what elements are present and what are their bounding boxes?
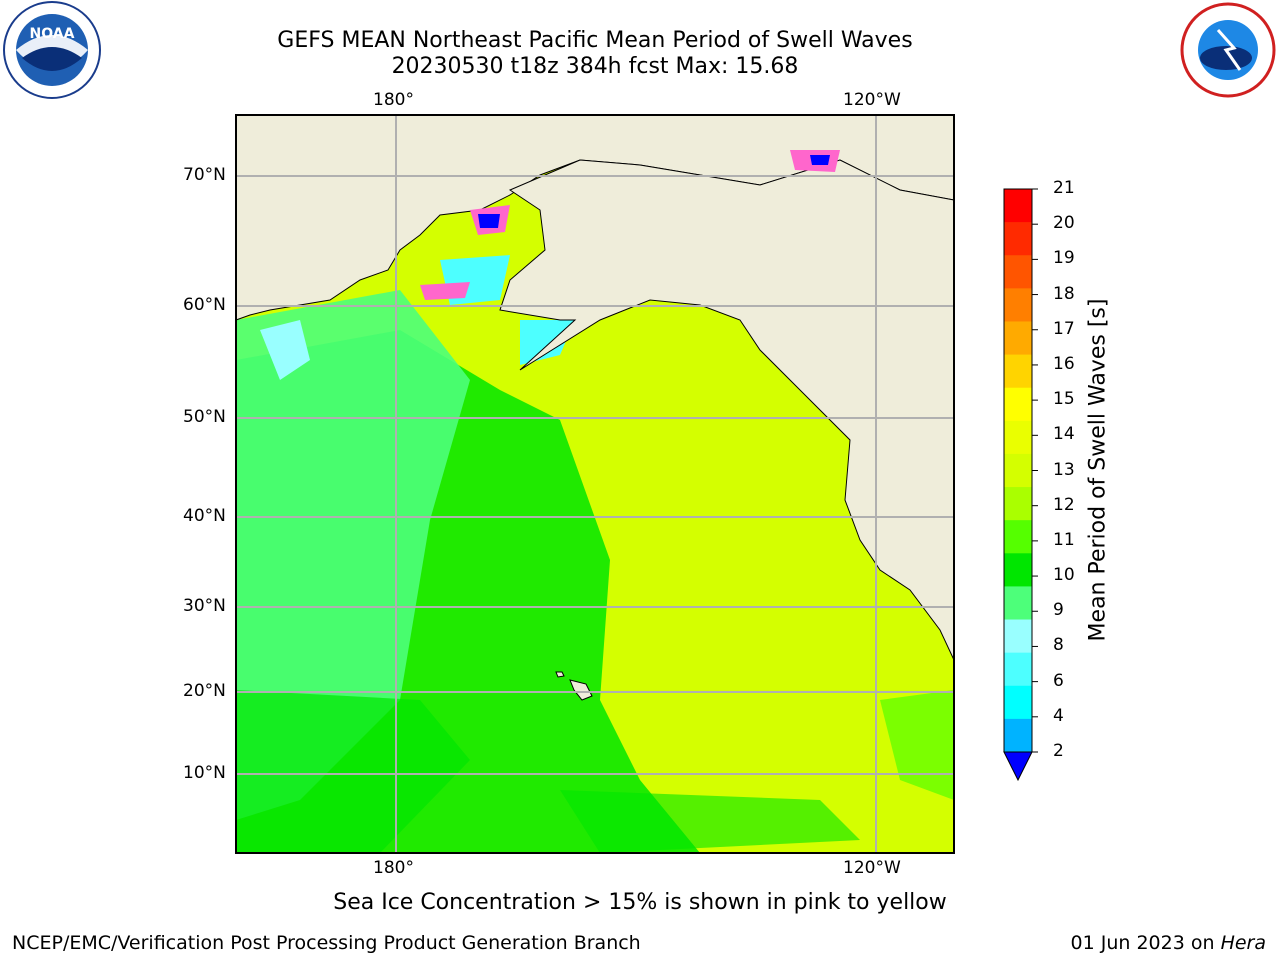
colorbar-tick-label: 20 <box>1053 213 1075 234</box>
colorbar-segment <box>1004 288 1032 322</box>
chart-subtitle: 20230530 t18z 384h fcst Max: 15.68 <box>391 54 799 79</box>
svg-text:NOAA: NOAA <box>30 26 75 42</box>
footer-date-text: 01 Jun 2023 on <box>1070 932 1221 954</box>
colorbar-tick-label: 19 <box>1053 248 1075 269</box>
colorbar-tick-label: 2 <box>1053 741 1064 761</box>
colorbar-segment <box>1004 487 1032 521</box>
gridlines <box>236 115 954 853</box>
colorbar-title: Mean Period of Swell Waves [s] <box>1085 298 1111 642</box>
colorbar-segment <box>1004 420 1032 455</box>
colorbar-tick-label: 17 <box>1053 318 1075 339</box>
lon-label-bottom-180: 180° <box>373 858 414 878</box>
colorbar-tick-label: 6 <box>1053 670 1064 691</box>
sea-ice-note: Sea Ice Concentration > 15% is shown in … <box>333 890 947 915</box>
lon-label-top-120w: 120°W <box>843 90 901 110</box>
colorbar-segment <box>1004 685 1032 720</box>
colorbar-tick-label: 11 <box>1053 529 1075 550</box>
lat-label-40n: 40°N <box>183 506 226 526</box>
colorbar-tick-label: 13 <box>1053 459 1075 480</box>
swell-zone-12s-east <box>880 690 954 800</box>
colorbar-segment <box>1004 520 1032 554</box>
chart-title: GEFS MEAN Northeast Pacific Mean Period … <box>277 28 913 53</box>
lat-label-50n: 50°N <box>183 407 226 427</box>
colorbar-segment <box>1004 652 1032 687</box>
colorbar <box>1003 188 1038 782</box>
sea-ice-south <box>420 282 470 300</box>
colorbar-tick-label: 4 <box>1053 705 1064 726</box>
colorbar-tick-label: 10 <box>1053 565 1075 586</box>
colorbar-segment <box>1004 354 1032 389</box>
lon-label-top-180: 180° <box>373 90 414 110</box>
colorbar-tick-label: 21 <box>1053 178 1075 198</box>
colorbar-tick-label: 18 <box>1053 283 1075 304</box>
lat-label-20n: 20°N <box>183 681 226 701</box>
lat-label-60n: 60°N <box>183 295 226 315</box>
colorbar-tick-label: 14 <box>1053 424 1075 445</box>
colorbar-segment <box>1004 553 1032 587</box>
colorbar-segment <box>1004 387 1032 422</box>
colorbar-segment <box>1004 222 1032 256</box>
colorbar-segment <box>1004 189 1032 223</box>
colorbar-segment <box>1004 586 1032 621</box>
sea-ice-beaufort-core <box>810 155 830 165</box>
swell-zone-6s-bristol <box>520 320 575 365</box>
swell-zone-8s <box>260 320 310 380</box>
colorbar-tick-label: 15 <box>1053 389 1075 410</box>
footer-branch: NCEP/EMC/Verification Post Processing Pr… <box>12 932 641 954</box>
swell-zone-9-10s <box>236 290 470 820</box>
lat-label-30n: 30°N <box>183 596 226 616</box>
colorbar-tick-label: 8 <box>1053 635 1064 656</box>
noaa-logo: NOAA <box>2 0 102 100</box>
map-frame <box>235 114 955 854</box>
lat-label-70n: 70°N <box>183 165 226 185</box>
nws-logo <box>1178 0 1278 100</box>
lat-label-10n: 10°N <box>183 763 226 783</box>
footer-host: Hera <box>1220 932 1266 954</box>
swell-zone-tropical-east <box>560 790 860 853</box>
swell-zone-tropical <box>236 690 470 853</box>
colorbar-tick-label: 12 <box>1053 494 1075 515</box>
lon-label-bottom-120w: 120°W <box>843 858 901 878</box>
colorbar-tick-label: 16 <box>1053 353 1075 374</box>
colorbar-extend-triangle <box>1003 751 1033 782</box>
colorbar-segment <box>1004 718 1032 753</box>
footer-date: 01 Jun 2023 on Hera <box>1071 932 1266 954</box>
colorbar-segment <box>1004 619 1032 654</box>
sea-ice-core <box>478 214 500 228</box>
colorbar-segment <box>1004 453 1032 488</box>
colorbar-segment <box>1004 321 1032 356</box>
colorbar-tick-label: 9 <box>1053 600 1064 621</box>
colorbar-segment <box>1004 255 1032 289</box>
